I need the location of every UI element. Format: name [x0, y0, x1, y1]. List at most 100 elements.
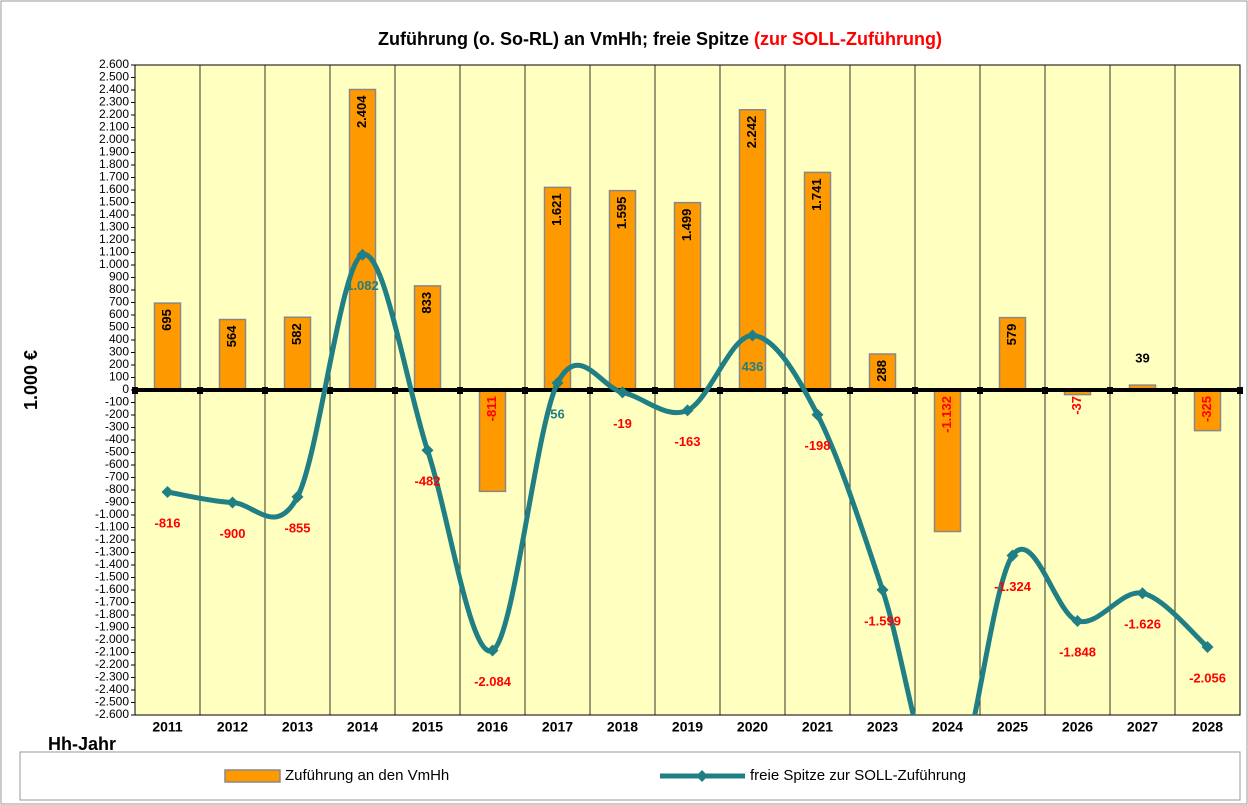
y-tick-label: 2.100: [99, 120, 129, 134]
axis-tick: [392, 387, 398, 394]
bar-label: -325: [1199, 396, 1214, 422]
bar-label: 695: [159, 309, 174, 331]
bar: [803, 171, 832, 391]
y-tick-label: 0: [122, 382, 129, 396]
line-label: -1.599: [864, 613, 901, 628]
x-tick-label: 2027: [1127, 719, 1158, 735]
y-tick-label: -800: [105, 482, 129, 496]
y-tick-label: 2.300: [99, 95, 129, 109]
line-label: -198: [804, 438, 830, 453]
bar-label: -1.132: [939, 396, 954, 433]
axis-tick: [652, 387, 658, 394]
x-tick-label: 2019: [672, 719, 703, 735]
y-tick-label: -2.600: [95, 707, 129, 721]
bar: [608, 189, 637, 391]
line-marker: [876, 583, 889, 596]
x-tick-label: 2014: [347, 719, 378, 735]
title-main: Zuführung (o. So-RL) an VmHh; freie Spit…: [378, 29, 754, 49]
y-tick-label: 800: [109, 282, 129, 296]
line-marker: [1201, 641, 1214, 653]
bar: [348, 88, 377, 391]
axis-tick: [1042, 387, 1048, 394]
bar: [478, 389, 507, 493]
line-group: [161, 248, 1214, 715]
line-label: -1.848: [1059, 644, 1096, 659]
line-label: -482: [414, 474, 440, 489]
line-marker: [681, 404, 694, 417]
line-marker: [161, 486, 174, 498]
y-tick-label: 400: [109, 332, 129, 346]
line-label: -855: [284, 520, 310, 535]
y-tick-label: 600: [109, 307, 129, 321]
y-tick-label: -1.800: [95, 607, 129, 621]
x-tick-label: 2026: [1062, 719, 1093, 735]
y-tick-label: 700: [109, 295, 129, 309]
bar: [1193, 389, 1222, 432]
x-tick-label: 2023: [867, 719, 898, 735]
axis-tick: [132, 387, 138, 394]
bar-label: 1.621: [549, 193, 564, 226]
x-tick-label: 2024: [932, 719, 963, 735]
y-tick-label: -2.300: [95, 670, 129, 684]
x-tick-label: 2018: [607, 719, 638, 735]
y-tick-label: 1.800: [99, 157, 129, 171]
line-marker: [616, 386, 629, 399]
line-marker: [1006, 549, 1019, 562]
axis-tick: [1172, 387, 1178, 394]
y-axis-label: 1.000 €: [21, 350, 41, 410]
legend-label: Zuführung an den VmHh: [285, 767, 449, 784]
bar-label: 579: [1004, 324, 1019, 346]
x-tick-label: 2020: [737, 719, 768, 735]
y-tick-label: 1.000: [99, 257, 129, 271]
y-tick-label: -300: [105, 420, 129, 434]
line-marker: [226, 496, 239, 509]
y-tick-label: 1.400: [99, 207, 129, 221]
y-tick-label: -1.700: [95, 595, 129, 609]
legend-swatch: [224, 769, 281, 783]
bar: [738, 109, 767, 391]
y-tick-label: 1.600: [99, 182, 129, 196]
axis-tick: [457, 387, 463, 394]
line-label: -2.056: [1189, 670, 1226, 685]
line-marker: [746, 329, 759, 342]
x-tick-label: 2016: [477, 719, 508, 735]
y-tick-label: -500: [105, 445, 129, 459]
y-tick-label: 2.500: [99, 70, 129, 84]
line-marker: [291, 490, 304, 503]
y-tick-label: 100: [109, 370, 129, 384]
x-tick-label: 2012: [217, 719, 248, 735]
bar-label: 288: [874, 360, 889, 382]
line-label: -163: [674, 434, 700, 449]
x-tick-label: 2028: [1192, 719, 1223, 735]
y-tick-label: -2.200: [95, 657, 129, 671]
axis-tick: [522, 387, 528, 394]
bar: [153, 302, 182, 391]
line-label: -816: [154, 515, 180, 530]
y-tick-label: 1.700: [99, 170, 129, 184]
bar: [543, 186, 572, 391]
line-label: -1.626: [1124, 617, 1161, 632]
y-tick-label: -1.500: [95, 570, 129, 584]
x-tick-label: 2013: [282, 719, 313, 735]
y-tick-label: -2.000: [95, 632, 129, 646]
line-marker: [356, 248, 369, 261]
y-tick-label: -600: [105, 457, 129, 471]
y-tick-label: -200: [105, 407, 129, 421]
y-tick-label: -100: [105, 395, 129, 409]
bar-label: 582: [289, 323, 304, 345]
axis-tick: [912, 387, 918, 394]
y-tick-label: 200: [109, 357, 129, 371]
bar: [218, 318, 247, 391]
axis-tick: [977, 387, 983, 394]
line-label: 56: [550, 406, 564, 421]
bar-label: 833: [419, 292, 434, 314]
axis-tick: [782, 387, 788, 394]
y-tick-label: -1.000: [95, 507, 129, 521]
legend-box: [19, 751, 1241, 801]
y-tick-label: 900: [109, 270, 129, 284]
x-tick-label: 2015: [412, 719, 443, 735]
line-marker: [1136, 587, 1149, 600]
line-label: -1.324: [994, 579, 1032, 594]
line-marker: [1071, 615, 1084, 627]
bar-label: 39: [1135, 351, 1149, 366]
